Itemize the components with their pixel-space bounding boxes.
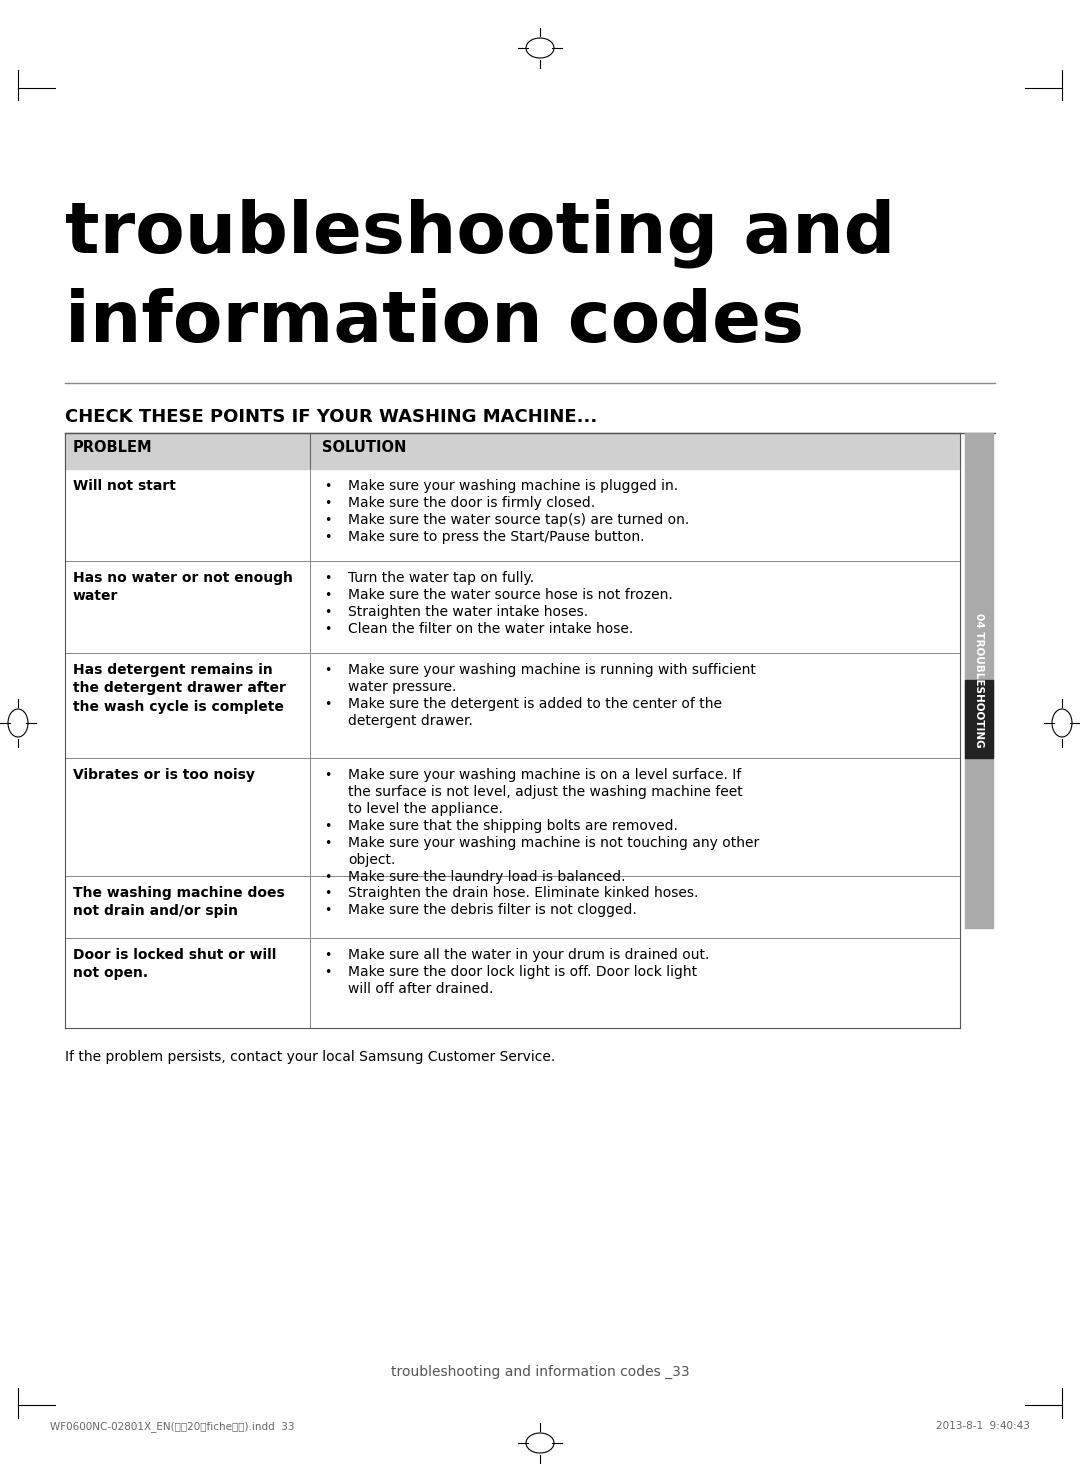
Text: •: •: [324, 572, 332, 585]
Text: Make sure your washing machine is plugged in.: Make sure your washing machine is plugge…: [348, 479, 678, 493]
Text: •: •: [324, 605, 332, 619]
Text: Make sure the debris filter is not clogged.: Make sure the debris filter is not clogg…: [348, 903, 637, 918]
Text: •: •: [324, 769, 332, 782]
Text: Straighten the drain hose. Eliminate kinked hoses.: Straighten the drain hose. Eliminate kin…: [348, 885, 699, 900]
Text: •: •: [324, 698, 332, 711]
Text: PROBLEM: PROBLEM: [73, 440, 152, 455]
Bar: [65, 876, 960, 938]
Text: •: •: [324, 837, 332, 850]
Text: The washing machine does
not drain and/or spin: The washing machine does not drain and/o…: [73, 885, 285, 918]
Text: •: •: [324, 966, 332, 980]
Text: to level the appliance.: to level the appliance.: [348, 801, 503, 816]
Text: Has detergent remains in
the detergent drawer after
the wash cycle is complete: Has detergent remains in the detergent d…: [73, 663, 286, 714]
Text: •: •: [324, 589, 332, 602]
Bar: [65, 938, 960, 1028]
Text: Make sure your washing machine is running with sufficient: Make sure your washing machine is runnin…: [348, 663, 756, 678]
Text: will off after drained.: will off after drained.: [348, 982, 494, 996]
Text: Make sure your washing machine is not touching any other: Make sure your washing machine is not to…: [348, 837, 759, 850]
Text: •: •: [324, 530, 332, 544]
Text: Make sure the door is firmly closed.: Make sure the door is firmly closed.: [348, 496, 595, 510]
Text: •: •: [324, 904, 332, 918]
Bar: [966, 681, 993, 759]
Text: 04 TROUBLESHOOTING: 04 TROUBLESHOOTING: [974, 613, 984, 748]
Text: Make sure the door lock light is off. Door lock light: Make sure the door lock light is off. Do…: [348, 965, 697, 980]
Text: Make sure the water source tap(s) are turned on.: Make sure the water source tap(s) are tu…: [348, 513, 689, 527]
Text: information codes: information codes: [65, 289, 804, 356]
Text: •: •: [324, 887, 332, 900]
Bar: [65, 759, 960, 876]
Text: Make sure all the water in your drum is drained out.: Make sure all the water in your drum is …: [348, 949, 710, 962]
Text: Turn the water tap on fully.: Turn the water tap on fully.: [348, 572, 535, 585]
Text: Make sure the water source hose is not frozen.: Make sure the water source hose is not f…: [348, 588, 673, 602]
Bar: [966, 433, 993, 928]
Text: •: •: [324, 871, 332, 884]
Bar: [65, 468, 960, 561]
Text: If the problem persists, contact your local Samsung Customer Service.: If the problem persists, contact your lo…: [65, 1050, 555, 1064]
Text: Straighten the water intake hoses.: Straighten the water intake hoses.: [348, 605, 589, 619]
Text: Vibrates or is too noisy: Vibrates or is too noisy: [73, 767, 255, 782]
Text: troubleshooting and information codes _33: troubleshooting and information codes _3…: [391, 1365, 689, 1379]
Text: •: •: [324, 480, 332, 493]
Text: •: •: [324, 820, 332, 834]
Text: the surface is not level, adjust the washing machine feet: the surface is not level, adjust the was…: [348, 785, 743, 798]
Bar: [65, 561, 960, 653]
Text: 2013-8-1  9:40:43: 2013-8-1 9:40:43: [936, 1421, 1030, 1430]
Text: Make sure that the shipping bolts are removed.: Make sure that the shipping bolts are re…: [348, 819, 678, 834]
Text: WF0600NC-02801X_EN(增加20度fiche表格).indd  33: WF0600NC-02801X_EN(增加20度fiche表格).indd 33: [50, 1421, 295, 1432]
Text: Clean the filter on the water intake hose.: Clean the filter on the water intake hos…: [348, 622, 633, 636]
Text: object.: object.: [348, 853, 395, 868]
Text: CHECK THESE POINTS IF YOUR WASHING MACHINE...: CHECK THESE POINTS IF YOUR WASHING MACHI…: [65, 408, 597, 426]
Text: •: •: [324, 623, 332, 636]
Bar: [65, 433, 960, 468]
Text: water pressure.: water pressure.: [348, 681, 457, 694]
Text: Make sure the detergent is added to the center of the: Make sure the detergent is added to the …: [348, 697, 723, 711]
Text: •: •: [324, 664, 332, 678]
Text: detergent drawer.: detergent drawer.: [348, 714, 473, 728]
Text: Make sure your washing machine is on a level surface. If: Make sure your washing machine is on a l…: [348, 767, 741, 782]
Text: Will not start: Will not start: [73, 479, 176, 493]
Text: Make sure to press the Start/Pause button.: Make sure to press the Start/Pause butto…: [348, 530, 645, 544]
Text: Door is locked shut or will
not open.: Door is locked shut or will not open.: [73, 949, 276, 981]
Text: •: •: [324, 514, 332, 527]
Text: troubleshooting and: troubleshooting and: [65, 197, 895, 268]
Text: Has no water or not enough
water: Has no water or not enough water: [73, 572, 293, 604]
Text: SOLUTION: SOLUTION: [322, 440, 406, 455]
Text: Make sure the laundry load is balanced.: Make sure the laundry load is balanced.: [348, 871, 625, 884]
Bar: [65, 653, 960, 759]
Text: •: •: [324, 949, 332, 962]
Text: •: •: [324, 496, 332, 510]
